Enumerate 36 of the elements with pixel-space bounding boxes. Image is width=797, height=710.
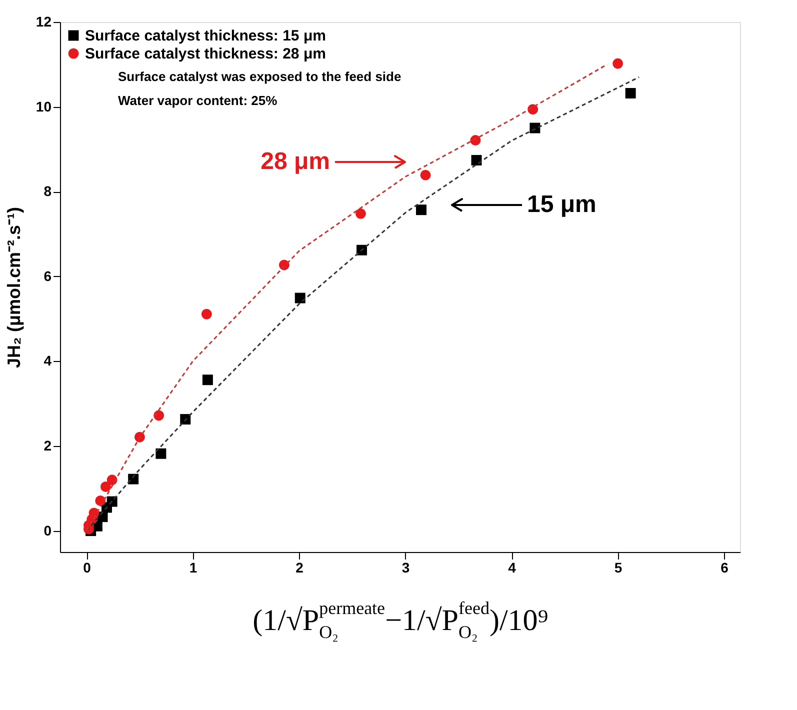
x-tick-label: 0 bbox=[83, 560, 92, 576]
y-tick-label: 6 bbox=[44, 268, 52, 284]
point bbox=[470, 135, 481, 146]
point bbox=[420, 170, 431, 180]
point bbox=[106, 474, 118, 486]
annotation: Surface catalyst was exposed to the feed side bbox=[118, 69, 402, 84]
x-tick-label: 4 bbox=[508, 560, 516, 576]
point bbox=[100, 481, 111, 492]
y-tick-label: 12 bbox=[36, 14, 52, 30]
point bbox=[134, 432, 145, 442]
y-tick-label: 10 bbox=[36, 98, 52, 114]
legend-label: Surface catalyst thickness: 15 μm bbox=[85, 28, 326, 44]
x-tick-label: 6 bbox=[720, 560, 729, 576]
legend-label: Surface catalyst thickness: 28 μm bbox=[85, 46, 326, 62]
point bbox=[355, 208, 366, 219]
point bbox=[180, 414, 191, 425]
x-tick-label: 3 bbox=[402, 560, 410, 576]
point bbox=[416, 204, 426, 216]
annotation: 15 μm bbox=[527, 191, 596, 218]
point bbox=[202, 374, 213, 386]
point bbox=[612, 58, 624, 69]
x-tick-label: 2 bbox=[296, 560, 304, 576]
y-tick-label: 8 bbox=[44, 183, 52, 200]
y-tick-label: 2 bbox=[44, 438, 52, 454]
point bbox=[201, 308, 212, 320]
y-tick-label: 4 bbox=[44, 352, 52, 369]
point bbox=[294, 292, 306, 304]
point bbox=[625, 88, 636, 98]
point bbox=[156, 448, 166, 459]
y-tick-label: 0 bbox=[44, 522, 52, 538]
x-tick-label: 1 bbox=[189, 560, 198, 576]
x-tick-label: 5 bbox=[614, 560, 622, 576]
y-axis-title: JH₂ (μmol.cm⁻².s⁻¹) bbox=[4, 206, 24, 368]
annotation: 28 μm bbox=[260, 148, 330, 175]
annotation: Water vapor content: 25% bbox=[118, 93, 278, 108]
point bbox=[154, 410, 164, 421]
